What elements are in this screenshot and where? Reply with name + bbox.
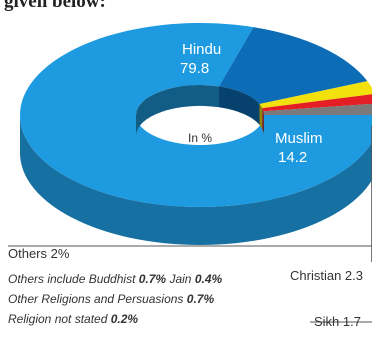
donut-slice-hindu <box>20 23 372 207</box>
note-buddhist-value: 0.7% <box>138 272 167 286</box>
note-buddhist-jain: Others include Buddhist 0.7% Jain 0.4% <box>8 272 222 286</box>
donut-side-hindu <box>20 115 372 245</box>
muslim-value: 14.2 <box>278 149 307 166</box>
note-jain-label: Jain <box>169 272 192 286</box>
header-fragment: given below: <box>4 0 106 12</box>
others-label: Others 2% <box>8 246 70 261</box>
donut-inner-wall-others <box>263 111 264 136</box>
donut-slice-sikh <box>262 94 372 112</box>
note-jain-value: 0.4% <box>194 272 223 286</box>
donut-inner-wall-christian <box>259 103 263 129</box>
donut-inner-wall-sikh <box>262 108 264 133</box>
donut-inner-wall-hindu <box>136 85 220 136</box>
christian-label: Christian 2.3 <box>290 268 363 283</box>
leader-sikh <box>310 321 372 323</box>
hindu-value: 79.8 <box>180 60 209 77</box>
sikh-label: Sikh 1.7 <box>314 314 361 329</box>
center-label: In % <box>188 131 212 145</box>
muslim-label: Muslim <box>275 130 323 147</box>
donut-inner-wall-muslim <box>219 86 260 125</box>
note-other-religions-value: 0.7% <box>186 292 215 306</box>
donut-slice-christian <box>259 81 372 109</box>
donut-slice-muslim <box>219 27 368 104</box>
leader-others <box>8 245 372 247</box>
note-not-stated-prefix: Religion not stated <box>8 312 108 326</box>
note-other-religions-prefix: Other Religions and Persuasions <box>8 292 184 306</box>
note-buddhist-prefix: Others include Buddhist <box>8 272 136 286</box>
hindu-label: Hindu <box>182 41 221 58</box>
donut-slice-others <box>263 103 372 115</box>
note-not-stated: Religion not stated 0.2% <box>8 312 138 326</box>
note-not-stated-value: 0.2% <box>110 312 139 326</box>
note-other-religions: Other Religions and Persuasions 0.7% <box>8 292 214 306</box>
